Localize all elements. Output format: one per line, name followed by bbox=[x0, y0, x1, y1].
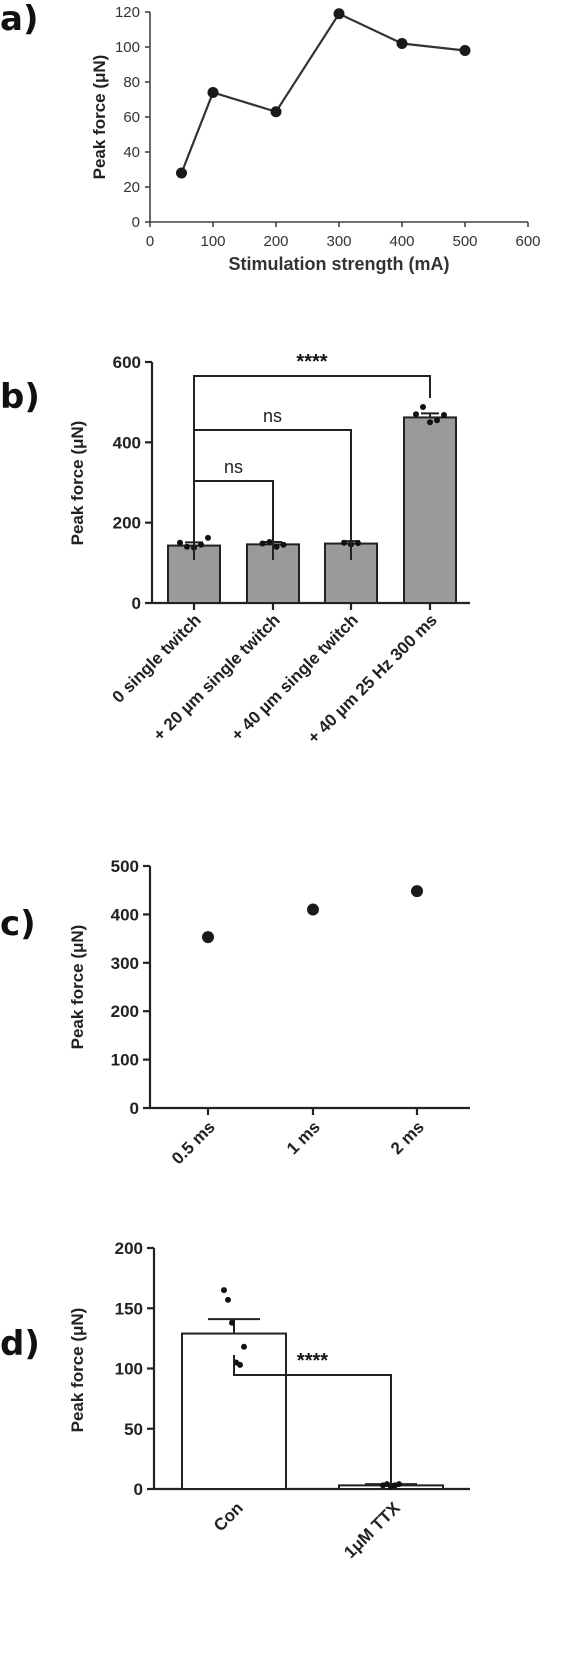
data-point bbox=[355, 540, 361, 547]
x-tick-label: 1 ms bbox=[283, 1117, 324, 1158]
x-tick-label: 400 bbox=[389, 233, 414, 250]
y-tick-label: 200 bbox=[111, 1002, 139, 1021]
y-axis-label: Peak force (μN) bbox=[90, 55, 109, 180]
x-tick-label: 1μM TTX bbox=[340, 1498, 404, 1562]
data-point bbox=[396, 1481, 402, 1488]
data-point bbox=[202, 931, 214, 944]
y-tick-label: 0 bbox=[134, 1480, 143, 1499]
series-line bbox=[180, 12, 466, 174]
significance-label: ns bbox=[263, 406, 282, 426]
data-point bbox=[205, 534, 211, 541]
y-tick-label: 0 bbox=[130, 1099, 139, 1118]
x-tick-label: + 40 µm 25 Hz 300 ms bbox=[304, 610, 441, 747]
data-point bbox=[307, 903, 319, 916]
data-point bbox=[198, 541, 204, 548]
panel-label-a: a) bbox=[0, 0, 38, 39]
y-tick-label: 60 bbox=[123, 109, 140, 126]
y-axis-label: Peak force (μN) bbox=[68, 421, 87, 546]
data-point bbox=[241, 1343, 247, 1350]
y-axis-label: Peak force (μN) bbox=[68, 925, 87, 1050]
y-tick-label: 100 bbox=[111, 1051, 139, 1070]
x-tick-label: Con bbox=[210, 1498, 247, 1535]
data-point bbox=[273, 543, 280, 550]
y-tick-label: 50 bbox=[124, 1420, 143, 1439]
y-axis-label: Peak force (μN) bbox=[68, 1308, 87, 1433]
y-tick-label: 80 bbox=[123, 74, 140, 91]
data-point bbox=[333, 8, 345, 20]
x-tick-label: 300 bbox=[326, 233, 351, 250]
data-point bbox=[396, 38, 408, 49]
chart-d-bar: 0 50 100 150 200 Con 1μM TTX **** Peak force (μN… bbox=[68, 1239, 470, 1562]
data-point bbox=[259, 540, 266, 547]
data-point bbox=[237, 1361, 243, 1368]
panel-label-b: b) bbox=[0, 377, 40, 417]
x-axis-label: Stimulation strength (mA) bbox=[229, 254, 450, 274]
bar bbox=[403, 416, 457, 604]
y-tick-label: 120 bbox=[115, 4, 140, 21]
data-point bbox=[177, 539, 183, 546]
y-tick-label: 600 bbox=[113, 353, 141, 372]
x-tick-label: 2 ms bbox=[387, 1117, 428, 1158]
data-point bbox=[434, 417, 440, 424]
significance-bracket bbox=[233, 1355, 392, 1485]
x-tick-label: + 40 µm single twitch bbox=[228, 610, 362, 744]
data-point bbox=[280, 541, 287, 548]
significance-label: **** bbox=[296, 351, 327, 373]
data-point bbox=[411, 885, 423, 898]
data-point bbox=[207, 87, 219, 98]
data-point bbox=[225, 1296, 231, 1303]
data-point bbox=[221, 1287, 227, 1294]
data-point bbox=[184, 543, 190, 550]
chart-a-line: 0 20 40 60 80 100 120 0 100 200 300 400 500 600 Stimul… bbox=[90, 4, 541, 274]
x-tick-label: 600 bbox=[515, 233, 540, 250]
y-tick-label: 0 bbox=[132, 214, 140, 231]
data-point bbox=[441, 412, 447, 419]
y-tick-label: 20 bbox=[123, 179, 140, 196]
chart-c-scatter: 0 100 200 300 400 500 0.5 ms 1 ms 2 ms Peak force… bbox=[68, 857, 470, 1168]
y-tick-label: 0 bbox=[132, 594, 141, 613]
y-tick-label: 100 bbox=[115, 39, 140, 56]
significance-bracket bbox=[193, 375, 431, 560]
y-tick-label: 100 bbox=[115, 1360, 143, 1379]
y-tick-label: 300 bbox=[111, 954, 139, 973]
x-tick-label: + 20 µm single twitch bbox=[150, 610, 284, 744]
data-point bbox=[176, 167, 187, 179]
y-tick-label: 400 bbox=[111, 905, 139, 924]
y-tick-label: 500 bbox=[111, 857, 139, 876]
y-tick-label: 400 bbox=[113, 433, 141, 452]
significance-label: ns bbox=[224, 457, 243, 477]
data-point bbox=[420, 403, 426, 410]
panel-label-c: c) bbox=[0, 904, 36, 944]
y-tick-label: 150 bbox=[115, 1299, 143, 1318]
x-tick-label: 500 bbox=[452, 233, 477, 250]
data-point bbox=[270, 106, 282, 118]
data-point bbox=[341, 539, 347, 546]
panel-label-d: d) bbox=[0, 1324, 40, 1364]
significance-label: **** bbox=[297, 1350, 328, 1372]
y-tick-label: 200 bbox=[115, 1239, 143, 1258]
data-point bbox=[413, 411, 419, 418]
x-tick-label: 0 bbox=[146, 233, 154, 250]
data-point bbox=[427, 419, 433, 426]
data-point bbox=[459, 45, 471, 56]
data-point bbox=[229, 1319, 235, 1326]
x-tick-label: 100 bbox=[200, 233, 225, 250]
data-point bbox=[266, 538, 273, 545]
y-tick-label: 200 bbox=[113, 514, 141, 533]
x-tick-label: 0.5 ms bbox=[168, 1117, 219, 1168]
x-tick-label: 200 bbox=[263, 233, 288, 250]
y-tick-label: 40 bbox=[123, 144, 140, 161]
